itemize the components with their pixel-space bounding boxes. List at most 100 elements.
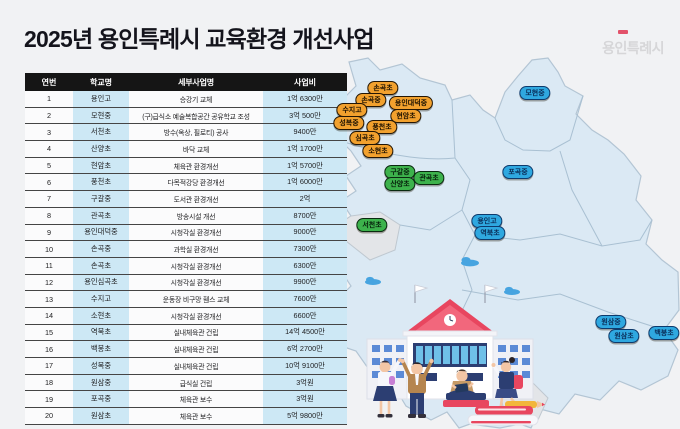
- project-name: 도서관 환경개선: [173, 196, 219, 204]
- row-number: 13: [44, 294, 54, 304]
- project-name: (구)급식소 예술복합공간 공유학교 조성: [142, 113, 250, 121]
- table-row: 2 모현중 (구)급식소 예술복합공간 공유학교 조성 3억 500만: [25, 107, 347, 125]
- table-row: 16 백봉초 실내체육관 건립 6억 2700만: [25, 341, 347, 358]
- table-row: 17 성복중 실내체육관 건립 10억 9100만: [25, 358, 347, 375]
- row-number: 16: [44, 344, 54, 354]
- school-name: 서천초: [73, 124, 129, 141]
- table-row: 20 원삼초 체육관 보수 5억 9800만: [25, 408, 347, 425]
- school-name: 용인고: [73, 91, 129, 107]
- logo-accent-mark: [618, 30, 628, 34]
- school-name: 원삼초: [73, 408, 129, 424]
- project-name: 운동장 비구망 휀스 교체: [162, 297, 230, 305]
- project-name: 과학실 환경개선: [173, 247, 219, 255]
- school-name: 손곡중: [73, 241, 129, 257]
- project-cost: 7300만: [263, 241, 347, 257]
- table-row: 3 서천초 방수(옥상, 필로티) 공사 9400만: [25, 124, 347, 142]
- header-school-name: 학교명: [89, 77, 113, 87]
- project-cost: 3억원: [263, 374, 347, 391]
- school-name: 원삼중: [73, 374, 129, 391]
- student-girl-raising-hand: [373, 358, 402, 418]
- project-name: 체육관 보수: [179, 413, 213, 421]
- page-title: 2025년 용인특례시 교육환경 개선사업: [24, 26, 375, 52]
- school-name: 성복중: [73, 358, 129, 374]
- table-row: 11 손곡초 시청각실 환경개선 6300만: [25, 257, 347, 275]
- row-number: 8: [46, 211, 52, 221]
- table-row: 4 산양초 바닥 교체 1억 1700만: [25, 141, 347, 158]
- table-row: 12 용인심곡초 시청각실 환경개선 9900만: [25, 274, 347, 292]
- school-name: 역북초: [73, 324, 129, 341]
- project-cost: 10억 9100만: [263, 358, 347, 374]
- table-body: 1 용인고 승강기 교체 1억 6300만 2 모현중 (구)급식소 예술복합공간 공유학교…: [25, 91, 347, 425]
- row-number: 17: [44, 361, 54, 371]
- table-header-row: 연번 학교명 세부사업명 사업비: [25, 73, 347, 91]
- project-cost: 1억 1700만: [263, 141, 347, 157]
- project-name: 실내체육관 건립: [173, 363, 219, 371]
- header-project-name: 세부사업명: [178, 77, 214, 87]
- row-number: 14: [44, 311, 54, 321]
- project-name: 다목적강당 환경개선: [167, 180, 225, 188]
- row-number: 15: [44, 327, 54, 337]
- project-name: 시청각실 환경개선: [170, 280, 222, 288]
- school-name: 포곡중: [73, 391, 129, 408]
- row-number: 3: [46, 127, 52, 137]
- project-cost: 3억 500만: [263, 107, 347, 124]
- header-row-number: 연번: [41, 77, 57, 87]
- table-row: 9 용인대덕중 시청각실 환경개선 9000만: [25, 224, 347, 242]
- row-number: 7: [46, 194, 52, 204]
- project-cost: 9900만: [263, 274, 347, 291]
- project-cost: 14억 4500만: [263, 324, 347, 341]
- row-number: 2: [46, 111, 52, 121]
- school-name: 용인대덕중: [73, 224, 129, 241]
- table-row: 18 원삼중 급식실 건립 3억원: [25, 374, 347, 392]
- row-number: 6: [46, 177, 52, 187]
- table-row: 14 소현초 시청각실 환경개선 6600만: [25, 307, 347, 325]
- project-name: 방수(옥상, 필로티) 공사: [163, 130, 229, 138]
- project-cost: 3억원: [263, 391, 347, 408]
- school-name: 소현초: [73, 307, 129, 324]
- project-name: 시청각실 환경개선: [170, 230, 222, 238]
- table-row: 13 수지고 운동장 비구망 휀스 교체 7600만: [25, 291, 347, 308]
- row-number: 20: [44, 411, 54, 421]
- school-name: 용인심곡초: [73, 274, 129, 291]
- school-name: 손곡초: [73, 257, 129, 274]
- project-cost: 6억 2700만: [263, 341, 347, 357]
- row-number: 12: [44, 277, 54, 287]
- project-cost: 2억: [263, 191, 347, 207]
- school-name: 현암초: [73, 157, 129, 174]
- school-name: 산양초: [73, 141, 129, 157]
- school-name: 풍천초: [73, 174, 129, 191]
- books-stack: [467, 401, 545, 426]
- project-cost: 1억 6000만: [263, 174, 347, 191]
- project-name: 급식실 건립: [179, 380, 213, 388]
- project-cost: 7600만: [263, 291, 347, 307]
- project-cost: 6600만: [263, 307, 347, 324]
- student-girl-jumping: [491, 357, 525, 415]
- project-name: 실내체육관 건립: [173, 330, 219, 338]
- project-name: 실내체육관 건립: [173, 347, 219, 355]
- table-row: 6 풍천초 다목적강당 환경개선 1억 6000만: [25, 174, 347, 192]
- project-name: 바닥 교체: [182, 146, 210, 154]
- school-illustration: [366, 284, 545, 426]
- table-row: 8 관곡초 방송시설 개선 8700만: [25, 207, 347, 225]
- table-row: 15 역북초 실내체육관 건립 14억 4500만: [25, 324, 347, 342]
- school-name: 관곡초: [73, 207, 129, 224]
- row-number: 18: [44, 378, 54, 388]
- project-cost: 8700만: [263, 207, 347, 224]
- row-number: 19: [44, 394, 54, 404]
- row-number: 9: [46, 227, 52, 237]
- project-cost: 9000만: [263, 224, 347, 241]
- project-table: 연번 학교명 세부사업명 사업비 1 용인고 승강기 교체 1억 6300만 2 모현중 (…: [25, 73, 347, 425]
- header-project-cost: 사업비: [293, 77, 317, 87]
- project-cost: 1억 5700만: [263, 157, 347, 174]
- table-row: 5 현암초 체육관 환경개선 1억 5700만: [25, 157, 347, 175]
- project-name: 방송시설 개선: [176, 213, 216, 221]
- student-boy-cheering: [400, 358, 434, 418]
- school-name: 백봉초: [73, 341, 129, 357]
- project-name: 체육관 보수: [179, 397, 213, 405]
- table-row: 7 구갈중 도서관 환경개선 2억: [25, 191, 347, 208]
- school-name: 구갈중: [73, 191, 129, 207]
- row-number: 1: [46, 94, 52, 104]
- project-name: 시청각실 환경개선: [170, 263, 222, 271]
- project-name: 체육관 환경개선: [173, 163, 219, 171]
- cloud-icon: [365, 257, 520, 295]
